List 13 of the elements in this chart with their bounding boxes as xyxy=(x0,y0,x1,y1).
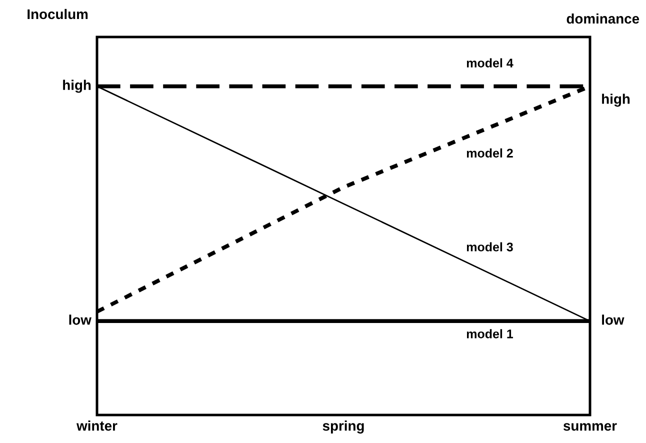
annotation: low xyxy=(69,314,92,325)
series-label: model 4 xyxy=(466,58,514,68)
series-label: model 2 xyxy=(466,148,513,158)
y-axis-title: Inoculum xyxy=(28,8,88,20)
y2-axis-title: dominance xyxy=(566,13,640,24)
x-tick-label: winter xyxy=(76,420,118,431)
annotation: high xyxy=(63,80,91,93)
series-label: model 1 xyxy=(466,329,514,338)
annotation: high xyxy=(602,94,630,107)
series-label: model 3 xyxy=(466,242,513,252)
annotation: low xyxy=(602,314,624,325)
x-tick-label: summer xyxy=(563,423,617,431)
x-tick-label: spring xyxy=(322,420,364,434)
